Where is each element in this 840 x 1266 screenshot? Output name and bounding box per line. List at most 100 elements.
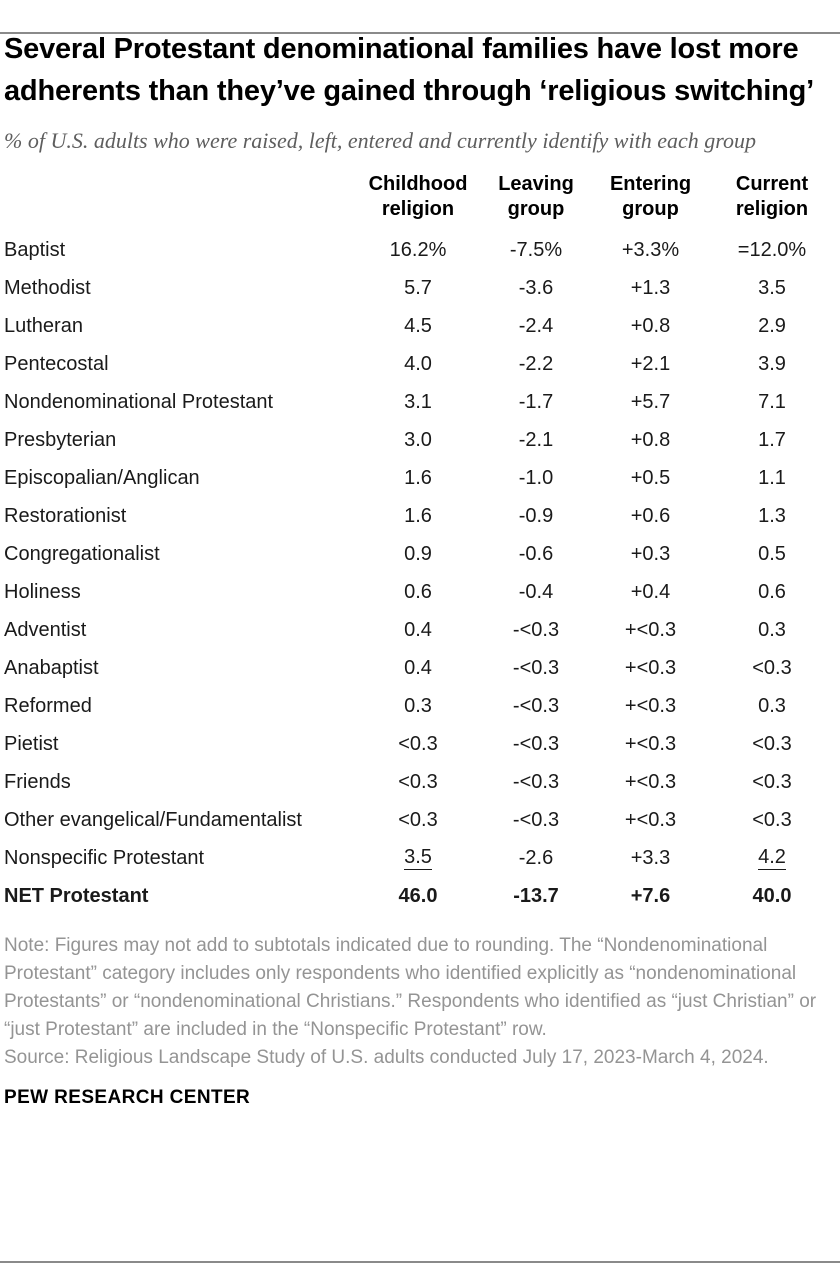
cell-value: <0.3 xyxy=(355,725,481,763)
cell-value: 5.7 xyxy=(355,269,481,307)
brand-pew-research-center: PEW RESEARCH CENTER xyxy=(4,1087,251,1108)
row-label: Anabaptist xyxy=(4,656,99,679)
cell-value: +0.5 xyxy=(591,459,710,497)
cell-value-text: <0.3 xyxy=(752,808,792,831)
cell-value: 1.7 xyxy=(710,421,834,459)
cell-value: =12.0% xyxy=(710,231,834,269)
cell-value: 46.0 xyxy=(355,877,481,915)
cell-value: -2.6 xyxy=(481,839,591,877)
cell-value: <0.3 xyxy=(355,801,481,839)
table-header-row: Childhood religion Leaving group Enterin… xyxy=(4,172,834,231)
cell-value: 0.6 xyxy=(710,573,834,611)
table-row: Nondenominational Protestant 3.1 -1.7 +5.7 7… xyxy=(4,383,834,421)
row-label: Nondenominational Protestant xyxy=(4,390,274,413)
cell-value-text: 1.6 xyxy=(404,466,432,489)
cell-value-text: +<0.3 xyxy=(624,618,677,641)
cell-value-text: 0.3 xyxy=(758,694,786,717)
cell-value-text: 0.9 xyxy=(404,542,432,565)
cell-value: +0.6 xyxy=(591,497,710,535)
table-row: Holiness 0.6 -0.4 +0.4 0.6 xyxy=(4,573,834,611)
cell-value: -3.6 xyxy=(481,269,591,307)
cell-value: 0.4 xyxy=(355,611,481,649)
row-label: Baptist xyxy=(4,238,66,261)
header-entering-group: Entering group xyxy=(609,173,692,220)
cell-value: 0.4 xyxy=(355,649,481,687)
cell-value: +0.8 xyxy=(591,421,710,459)
cell-value: <0.3 xyxy=(710,763,834,801)
cell-value-text: 1.3 xyxy=(758,504,786,527)
row-label: Presbyterian xyxy=(4,428,117,451)
table-row: Other evangelical/Fundamentalist <0.3 -<0.… xyxy=(4,801,834,839)
cell-value-text: 5.7 xyxy=(404,276,432,299)
cell-value-text: 1.7 xyxy=(758,428,786,451)
cell-value: 3.0 xyxy=(355,421,481,459)
cell-value: -<0.3 xyxy=(481,649,591,687)
cell-value: 2.9 xyxy=(710,307,834,345)
row-label: Methodist xyxy=(4,276,91,299)
cell-value-text: 7.1 xyxy=(758,390,786,413)
figure-title: Several Protestant denominational famili… xyxy=(4,33,814,107)
cell-value-text: +5.7 xyxy=(630,390,671,413)
table-row: Pietist <0.3 -<0.3 +<0.3 <0.3 xyxy=(4,725,834,763)
cell-value: +0.4 xyxy=(591,573,710,611)
cell-value-text: 3.1 xyxy=(404,390,432,413)
cell-value-text: 0.3 xyxy=(758,618,786,641)
cell-value: +<0.3 xyxy=(591,763,710,801)
header-row-label-spacer xyxy=(4,172,355,231)
cell-value: -<0.3 xyxy=(481,687,591,725)
table-row: Restorationist 1.6 -0.9 +0.6 1.3 xyxy=(4,497,834,535)
cell-value: -0.4 xyxy=(481,573,591,611)
cell-value-text: 16.2% xyxy=(389,238,447,261)
figure-subtitle: % of U.S. adults who were raised, left, … xyxy=(4,128,756,153)
cell-value-text: -7.5% xyxy=(509,238,563,261)
cell-value: -7.5% xyxy=(481,231,591,269)
cell-value: 0.3 xyxy=(355,687,481,725)
cell-value: +<0.3 xyxy=(591,649,710,687)
cell-value-text: 0.6 xyxy=(758,580,786,603)
cell-value: -0.9 xyxy=(481,497,591,535)
cell-value-text: 1.1 xyxy=(758,466,786,489)
cell-value-text: -0.9 xyxy=(518,504,554,527)
cell-value-text: <0.3 xyxy=(752,732,792,755)
cell-value: 3.1 xyxy=(355,383,481,421)
cell-value-text: +0.3 xyxy=(630,542,671,565)
cell-value: -1.0 xyxy=(481,459,591,497)
header-current-religion: Current religion xyxy=(735,173,809,220)
cell-value-text: =12.0% xyxy=(737,238,807,261)
cell-value-text: 0.3 xyxy=(404,694,432,717)
cell-value-text: -0.4 xyxy=(518,580,554,603)
cell-value: +<0.3 xyxy=(591,801,710,839)
top-rule xyxy=(0,32,840,34)
header-childhood-religion: Childhood religion xyxy=(368,173,468,220)
cell-value: +1.3 xyxy=(591,269,710,307)
cell-value: +5.7 xyxy=(591,383,710,421)
table-row: Adventist 0.4 -<0.3 +<0.3 0.3 xyxy=(4,611,834,649)
table-row: Congregationalist 0.9 -0.6 +0.3 0.5 xyxy=(4,535,834,573)
cell-value-text: +<0.3 xyxy=(624,770,677,793)
cell-value: -2.4 xyxy=(481,307,591,345)
figure: Several Protestant denominational famili… xyxy=(0,28,840,1109)
cell-value: <0.3 xyxy=(355,763,481,801)
cell-value: -2.2 xyxy=(481,345,591,383)
row-label: Holiness xyxy=(4,580,81,603)
cell-value-text: -<0.3 xyxy=(512,656,560,679)
cell-value: 4.5 xyxy=(355,307,481,345)
cell-value: 0.3 xyxy=(710,611,834,649)
cell-value-text: 3.5 xyxy=(758,276,786,299)
cell-value-text: 40.0 xyxy=(752,884,792,907)
cell-value: +3.3% xyxy=(591,231,710,269)
cell-value-text: 46.0 xyxy=(398,884,438,907)
cell-value-text: <0.3 xyxy=(398,770,438,793)
cell-value-text: 0.6 xyxy=(404,580,432,603)
row-label: Restorationist xyxy=(4,504,127,527)
cell-value-text: <0.3 xyxy=(752,656,792,679)
cell-value-text: -<0.3 xyxy=(512,770,560,793)
row-label: Reformed xyxy=(4,694,92,717)
table-row: Methodist 5.7 -3.6 +1.3 3.5 xyxy=(4,269,834,307)
cell-value: -1.7 xyxy=(481,383,591,421)
cell-value-text: -<0.3 xyxy=(512,732,560,755)
cell-value-text: 3.9 xyxy=(758,352,786,375)
table-row: Pentecostal 4.0 -2.2 +2.1 3.9 xyxy=(4,345,834,383)
cell-value-text: -1.0 xyxy=(518,466,554,489)
cell-value: 1.3 xyxy=(710,497,834,535)
